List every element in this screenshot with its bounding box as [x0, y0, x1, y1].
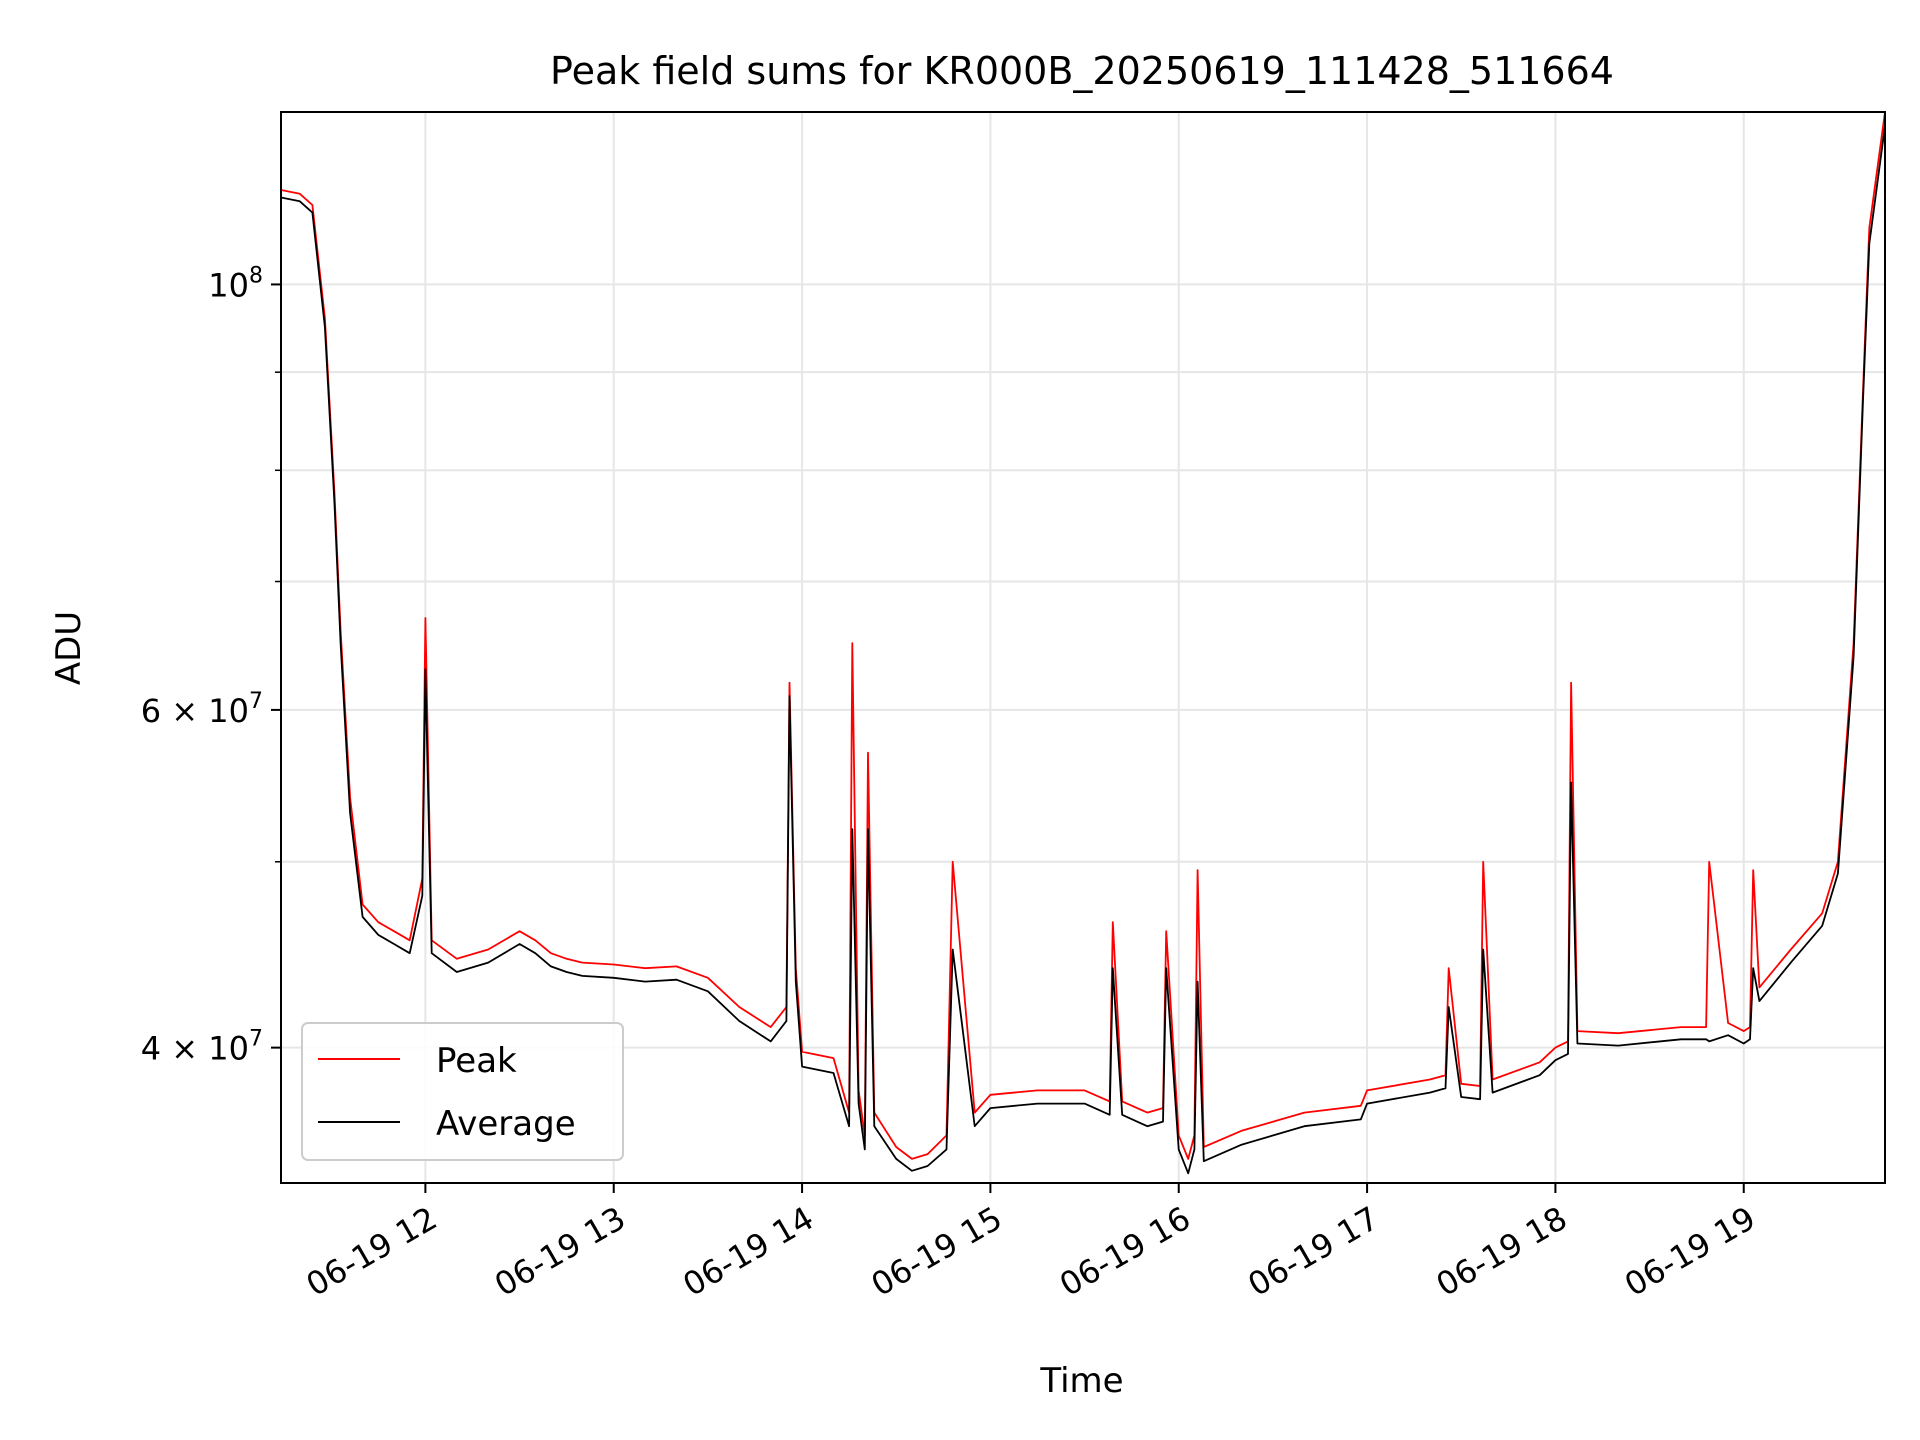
series-line-average [281, 125, 1885, 1175]
y-tick-label: 108 [208, 263, 263, 304]
series-layer [281, 112, 1885, 1175]
legend-box [301, 1022, 624, 1161]
legend-label-peak: Peak [436, 1041, 517, 1081]
grid [281, 112, 1885, 1183]
plot-frame [280, 111, 1886, 1184]
y-tick-label: 4 × 107 [141, 1027, 263, 1068]
chart-title: Peak field sums for KR000B_20250619_1114… [550, 49, 1614, 93]
y-axis-label: ADU [49, 611, 89, 685]
legend: Peak Average [301, 1022, 624, 1161]
series-line-peak [281, 112, 1885, 1160]
legend-label-average: Average [436, 1104, 576, 1144]
y-axis: 108 6 × 107 4 × 107 [141, 263, 281, 1068]
y-tick-label: 6 × 107 [141, 689, 263, 730]
x-axis-label: Time [1039, 1361, 1123, 1401]
